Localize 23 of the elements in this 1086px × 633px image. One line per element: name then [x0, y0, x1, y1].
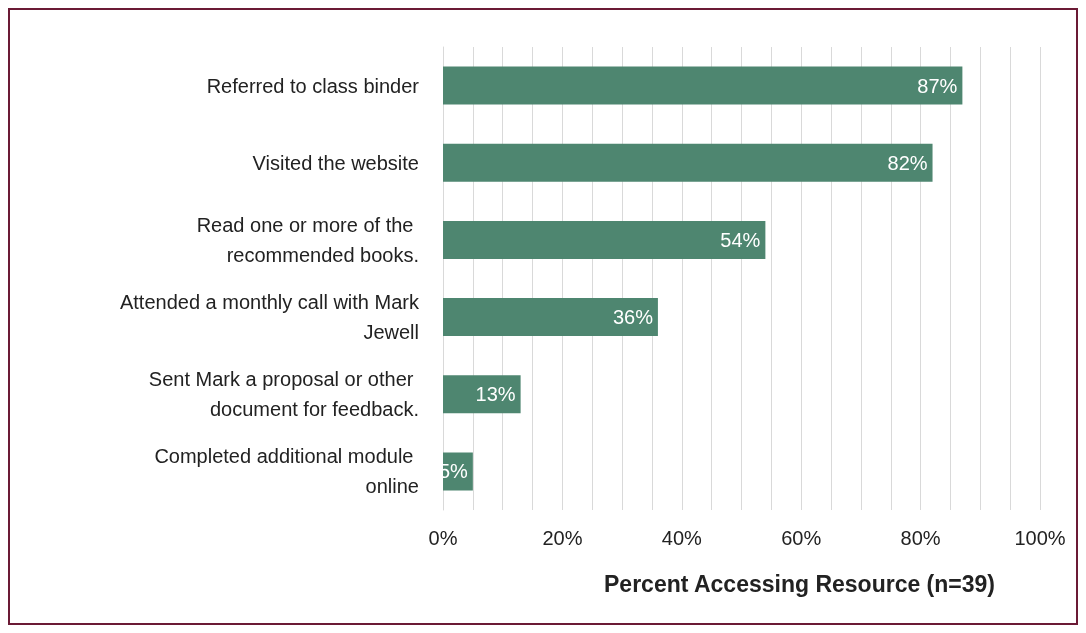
data-label: 13%	[475, 383, 516, 406]
x-tick-label: 20%	[542, 527, 583, 549]
x-tick-label: 100%	[1014, 527, 1066, 549]
x-tick-label: 80%	[900, 527, 941, 549]
y-tick-label: Visited the website	[252, 151, 419, 174]
data-label: 82%	[887, 151, 928, 174]
bar	[443, 66, 963, 105]
data-label: 36%	[612, 306, 654, 329]
x-axis-title: Percent Accessing Resource (n=39)	[604, 570, 995, 597]
y-tick-label: Completed additional module online	[154, 445, 419, 498]
x-tick-label: 0%	[428, 527, 458, 549]
bar	[443, 143, 933, 182]
y-tick-label: Read one or more of the recommended books.	[196, 213, 419, 266]
data-label: 54%	[720, 228, 761, 251]
x-tick-label: 40%	[661, 527, 703, 549]
y-tick-label: Sent Mark a proposal or other document for feedback.	[148, 368, 419, 421]
bar	[443, 220, 766, 259]
bar	[443, 298, 658, 337]
y-tick-label: Referred to class binder	[206, 74, 420, 97]
bar	[443, 375, 521, 414]
data-label: 87%	[917, 74, 958, 97]
y-tick-label: Attended a monthly call with Mark Jewell	[119, 291, 420, 344]
x-tick-label: 60%	[781, 527, 822, 549]
